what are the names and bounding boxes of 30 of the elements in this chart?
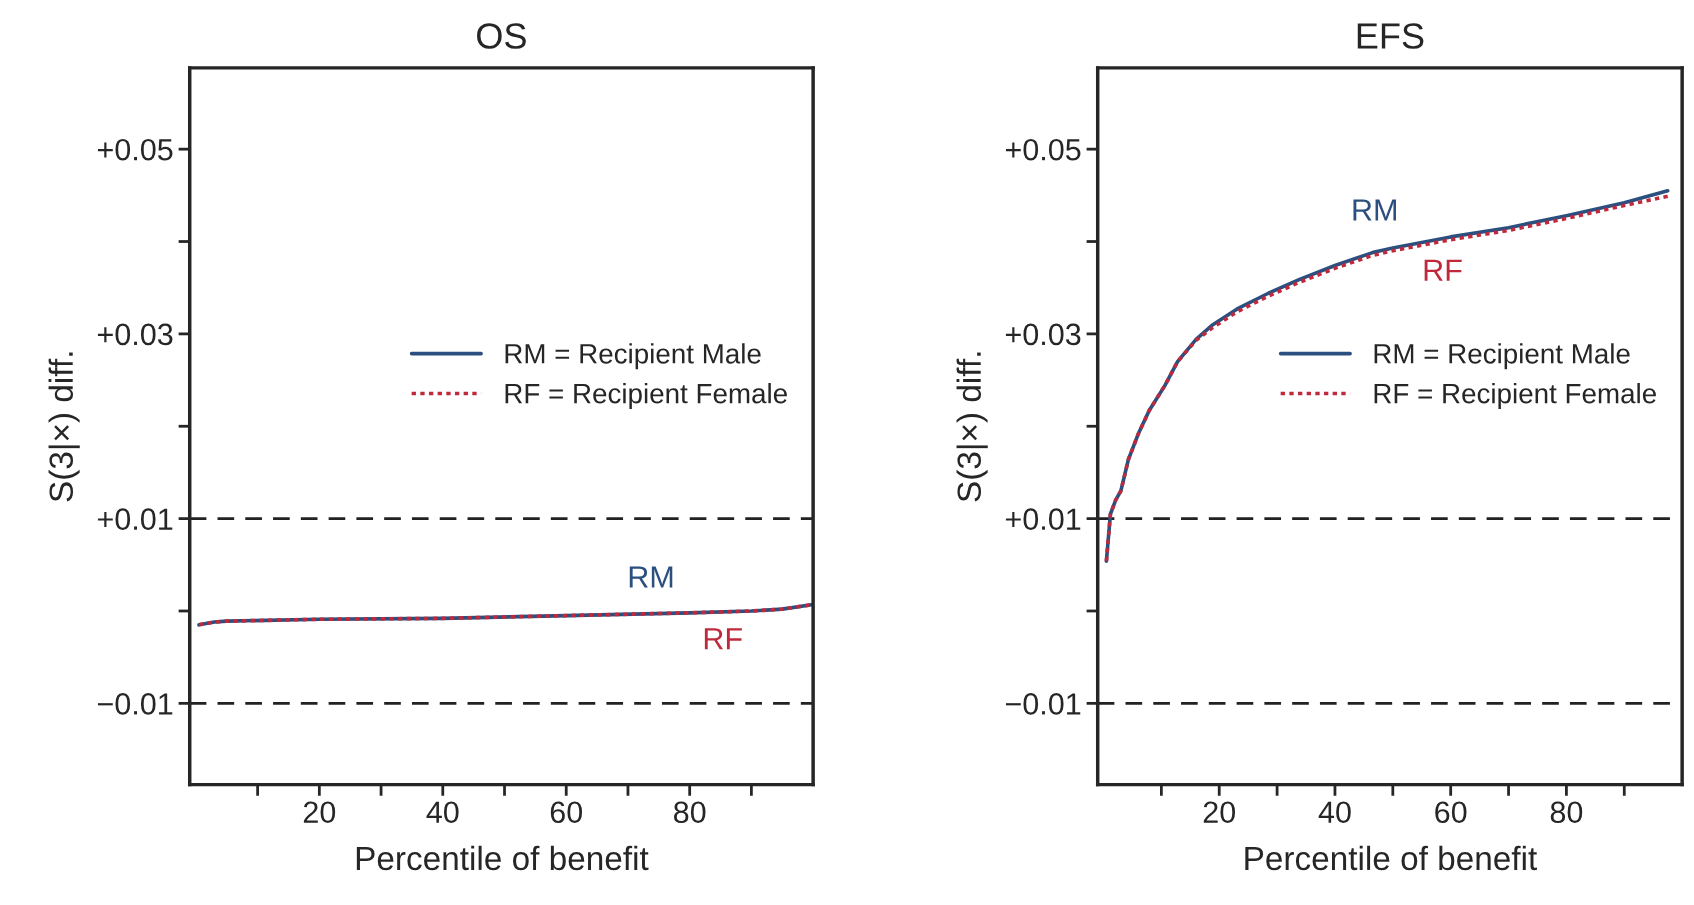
y-tick-label: −0.01 bbox=[1005, 693, 1081, 715]
chart-title: EFS bbox=[1357, 23, 1424, 49]
y-tick-label: +0.01 bbox=[97, 508, 173, 530]
y-tick-label: +0.01 bbox=[1005, 508, 1081, 530]
x-tick-label: 40 bbox=[426, 801, 459, 824]
y-tick-label: +0.03 bbox=[1005, 323, 1081, 346]
y-axis-title: S(3|×) diff. bbox=[48, 352, 80, 502]
x-tick-label: 40 bbox=[1318, 801, 1351, 824]
x-tick-label: 20 bbox=[1203, 801, 1236, 824]
annotation: RF bbox=[704, 628, 742, 650]
annotation: RF bbox=[1424, 259, 1462, 281]
annotation: RM bbox=[629, 566, 673, 588]
x-tick-label: 60 bbox=[1435, 801, 1467, 824]
y-axis-title: S(3|×) diff. bbox=[956, 352, 988, 502]
x-axis-title: Percentile of benefit bbox=[356, 845, 649, 871]
legend-label: RF = Recipient Female bbox=[505, 383, 787, 409]
y-tick-label: −0.01 bbox=[97, 693, 173, 715]
x-tick-label: 80 bbox=[1550, 801, 1583, 824]
y-tick-label: +0.05 bbox=[1005, 138, 1081, 161]
legend-label: RM = Recipient Male bbox=[505, 343, 761, 370]
x-tick-label: 60 bbox=[550, 801, 583, 824]
chart-title: OS bbox=[477, 23, 526, 49]
x-axis-title: Percentile of benefit bbox=[1245, 845, 1538, 871]
x-tick-label: 20 bbox=[303, 801, 336, 824]
y-tick-label: +0.03 bbox=[97, 323, 173, 346]
legend-label: RM = Recipient Male bbox=[1374, 343, 1630, 370]
y-tick-label: +0.05 bbox=[97, 138, 173, 161]
legend-label: RF = Recipient Female bbox=[1374, 383, 1656, 409]
x-tick-label: 80 bbox=[674, 801, 706, 824]
annotation: RM bbox=[1353, 199, 1396, 221]
